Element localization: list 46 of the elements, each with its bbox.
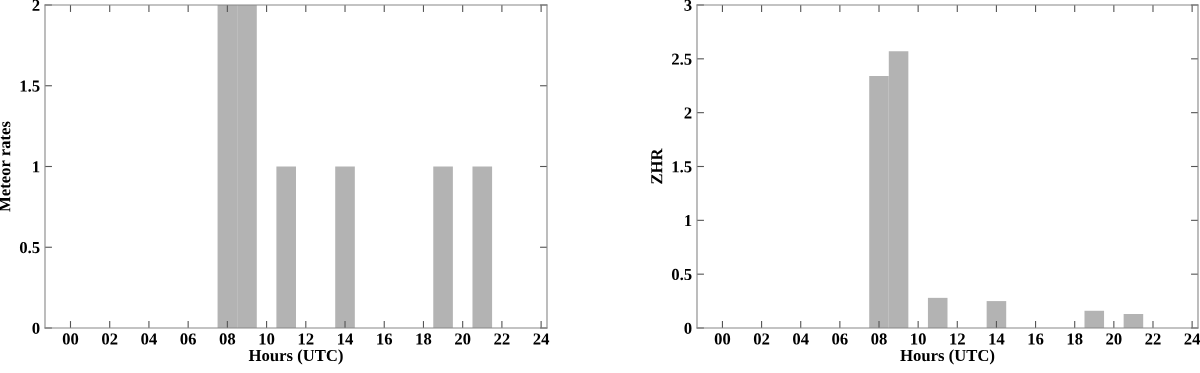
x-tick-label: 08 — [871, 333, 887, 345]
x-tick-label: 16 — [1028, 333, 1044, 345]
x-tick-label: 04 — [141, 333, 157, 345]
x-tick-label: 20 — [1106, 333, 1122, 345]
y-tick-label: 1.5 — [672, 161, 692, 173]
y-tick-label: 1 — [33, 161, 40, 173]
x-tick-label: 08 — [219, 333, 236, 345]
x-tick-label: 22 — [494, 333, 510, 345]
x-tick-label: 24 — [533, 333, 550, 345]
x-tick-label: 12 — [950, 333, 965, 345]
y-tick-label: 1.5 — [20, 80, 40, 92]
x-tick-label: 00 — [714, 333, 731, 345]
x-tick-label: 12 — [298, 333, 314, 345]
x-tick-label: 02 — [753, 333, 770, 345]
x-tick-label: 18 — [1067, 333, 1083, 345]
x-tick-label: 22 — [1145, 333, 1161, 345]
bar — [1123, 314, 1144, 328]
bar — [1084, 310, 1105, 328]
y-tick-label: 2 — [32, 0, 40, 11]
y-tick-label: 3 — [684, 0, 692, 11]
y-tick-label: 0 — [684, 322, 692, 334]
x-axis-title: Hours (UTC) — [248, 349, 343, 365]
y-tick-label: 0.5 — [19, 241, 40, 254]
x-tick-label: 14 — [338, 333, 354, 345]
x-tick-label: 18 — [416, 333, 432, 345]
x-tick-label: 00 — [62, 333, 79, 345]
x-axis-title: Hours (UTC) — [900, 349, 995, 365]
y-axis-title: ZHR — [651, 148, 663, 184]
x-tick-label: 14 — [989, 333, 1005, 345]
x-tick-label: 10 — [911, 333, 926, 345]
x-tick-label: 06 — [832, 333, 848, 345]
x-tick-label: 02 — [102, 333, 118, 345]
x-tick-label: 16 — [377, 333, 393, 345]
bar — [986, 301, 1007, 328]
y-tick-label: 2 — [684, 107, 692, 119]
y-axis-title: Meteor rates — [0, 121, 11, 212]
y-tick-label: 1 — [685, 215, 692, 227]
bar — [927, 297, 948, 328]
x-tick-label: 24 — [1184, 333, 1200, 345]
x-tick-label: 04 — [793, 333, 809, 345]
y-tick-label: 2.5 — [672, 53, 692, 65]
y-tick-label: 0.5 — [671, 268, 692, 281]
x-tick-label: 20 — [455, 333, 471, 345]
x-tick-label: 10 — [259, 333, 275, 345]
x-tick-label: 06 — [180, 333, 196, 345]
y-tick-label: 0 — [32, 322, 40, 334]
